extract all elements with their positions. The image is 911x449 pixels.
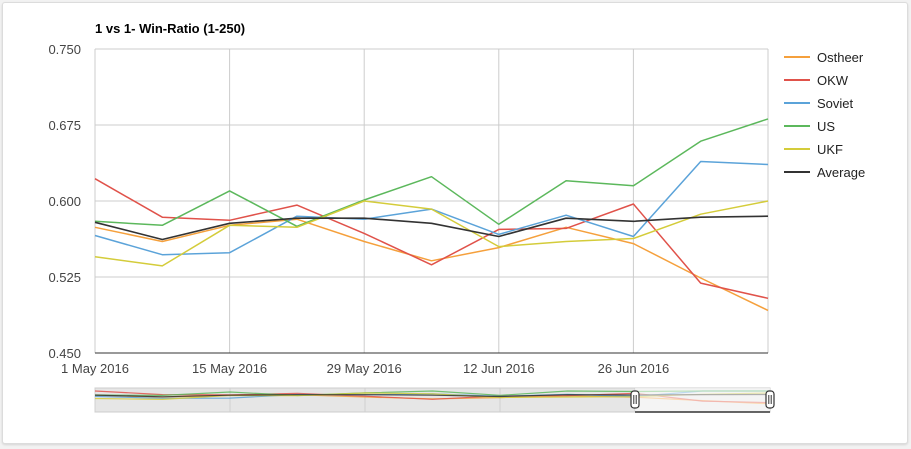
navigator-right-handle[interactable] xyxy=(765,390,775,409)
handle-grip[interactable] xyxy=(630,390,640,409)
legend-label: OKW xyxy=(817,73,849,88)
range-navigator[interactable] xyxy=(94,387,775,413)
legend-item-okw[interactable]: OKW xyxy=(784,73,849,88)
chart-grid xyxy=(94,48,769,354)
series-line-average xyxy=(94,215,769,241)
y-tick-label: 0.600 xyxy=(48,194,81,209)
legend-item-average[interactable]: Average xyxy=(784,165,865,180)
x-tick-label: 12 Jun 2016 xyxy=(463,361,535,376)
legend-label: Average xyxy=(817,165,865,180)
handle-grip[interactable] xyxy=(765,390,775,409)
series-line-us xyxy=(94,118,769,228)
legend-label: Soviet xyxy=(817,96,854,111)
series-line-ostheer xyxy=(94,218,769,312)
chart-legend[interactable]: Ostheer OKW Soviet US UKF Average xyxy=(784,50,865,180)
series-line-ukf xyxy=(94,200,769,267)
chart-series xyxy=(94,118,769,312)
legend-item-ukf[interactable]: UKF xyxy=(784,142,843,157)
series-line-okw xyxy=(94,178,769,300)
legend-label: US xyxy=(817,119,835,134)
navigator-selection[interactable] xyxy=(635,388,770,412)
legend-item-us[interactable]: US xyxy=(784,119,835,134)
x-axis-ticks: 1 May 2016 15 May 2016 29 May 2016 12 Jun 2… xyxy=(61,361,669,376)
y-tick-label: 0.675 xyxy=(48,118,81,133)
x-tick-label: 26 Jun 2016 xyxy=(598,361,670,376)
y-axis-ticks: 0.750 0.675 0.600 0.525 0.450 xyxy=(48,42,81,361)
legend-item-soviet[interactable]: Soviet xyxy=(784,96,854,111)
x-tick-label: 15 May 2016 xyxy=(192,361,267,376)
y-tick-label: 0.525 xyxy=(48,270,81,285)
legend-item-ostheer[interactable]: Ostheer xyxy=(784,50,864,65)
x-tick-label: 1 May 2016 xyxy=(61,361,129,376)
legend-label: UKF xyxy=(817,142,843,157)
legend-label: Ostheer xyxy=(817,50,864,65)
y-tick-label: 0.750 xyxy=(48,42,81,57)
chart-title: 1 vs 1- Win-Ratio (1-250) xyxy=(95,21,245,36)
navigator-left-handle[interactable] xyxy=(630,390,640,409)
x-tick-label: 29 May 2016 xyxy=(327,361,402,376)
y-tick-label: 0.450 xyxy=(48,346,81,361)
